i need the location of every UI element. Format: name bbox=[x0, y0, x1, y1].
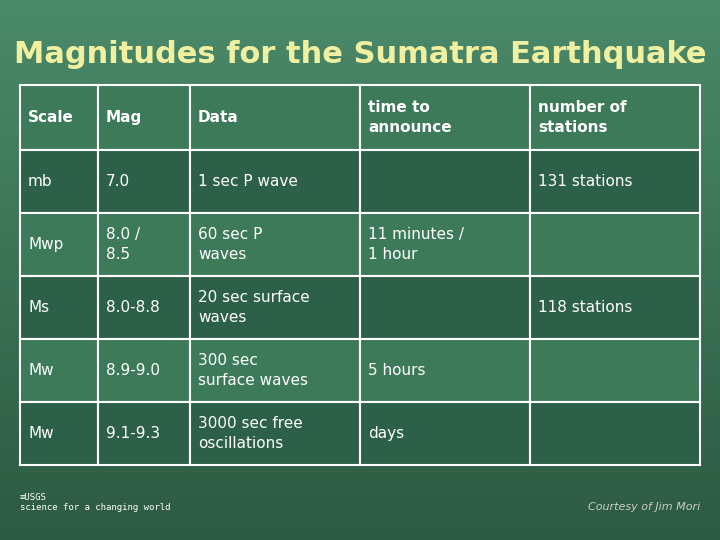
Text: 5 hours: 5 hours bbox=[368, 363, 426, 378]
Text: Data: Data bbox=[198, 110, 239, 125]
Text: mb: mb bbox=[28, 174, 53, 189]
Text: 9.1-9.3: 9.1-9.3 bbox=[106, 426, 160, 441]
Text: Mw: Mw bbox=[28, 426, 53, 441]
Bar bbox=[20, 276, 98, 339]
Text: Mwp: Mwp bbox=[28, 237, 63, 252]
Text: 7.0: 7.0 bbox=[106, 174, 130, 189]
Bar bbox=[98, 339, 190, 402]
Bar bbox=[98, 213, 190, 276]
Text: 11 minutes /
1 hour: 11 minutes / 1 hour bbox=[368, 227, 464, 262]
Bar bbox=[98, 85, 190, 150]
Text: Magnitudes for the Sumatra Earthquake: Magnitudes for the Sumatra Earthquake bbox=[14, 40, 706, 69]
Text: time to
announce: time to announce bbox=[368, 100, 451, 135]
Bar bbox=[98, 402, 190, 465]
Bar bbox=[190, 150, 360, 213]
Bar bbox=[190, 213, 360, 276]
Bar bbox=[20, 213, 98, 276]
Bar bbox=[360, 339, 530, 402]
Bar bbox=[530, 85, 700, 150]
Text: 20 sec surface
waves: 20 sec surface waves bbox=[198, 290, 310, 325]
Bar bbox=[20, 402, 98, 465]
Bar bbox=[190, 85, 360, 150]
Bar bbox=[190, 276, 360, 339]
Bar bbox=[190, 339, 360, 402]
Bar bbox=[530, 339, 700, 402]
Bar bbox=[530, 150, 700, 213]
Text: Scale: Scale bbox=[28, 110, 74, 125]
Text: Ms: Ms bbox=[28, 300, 49, 315]
Text: ≡USGS
science for a changing world: ≡USGS science for a changing world bbox=[20, 492, 171, 512]
Bar bbox=[360, 402, 530, 465]
Text: number of
stations: number of stations bbox=[538, 100, 626, 135]
Bar bbox=[360, 85, 530, 150]
Bar bbox=[360, 213, 530, 276]
Bar bbox=[530, 276, 700, 339]
Bar bbox=[20, 339, 98, 402]
Bar bbox=[20, 85, 98, 150]
Bar bbox=[20, 150, 98, 213]
Bar bbox=[530, 213, 700, 276]
Bar bbox=[190, 402, 360, 465]
Text: 60 sec P
waves: 60 sec P waves bbox=[198, 227, 262, 262]
Text: 300 sec
surface waves: 300 sec surface waves bbox=[198, 353, 308, 388]
Text: 8.0 /
8.5: 8.0 / 8.5 bbox=[106, 227, 140, 262]
Text: 118 stations: 118 stations bbox=[538, 300, 632, 315]
Text: 8.0-8.8: 8.0-8.8 bbox=[106, 300, 160, 315]
Bar bbox=[360, 276, 530, 339]
Bar bbox=[98, 276, 190, 339]
Bar bbox=[98, 150, 190, 213]
Bar bbox=[530, 402, 700, 465]
Text: Mw: Mw bbox=[28, 363, 53, 378]
Text: 3000 sec free
oscillations: 3000 sec free oscillations bbox=[198, 416, 302, 451]
Text: days: days bbox=[368, 426, 404, 441]
Text: 1 sec P wave: 1 sec P wave bbox=[198, 174, 298, 189]
Text: Mag: Mag bbox=[106, 110, 142, 125]
Text: 8.9-9.0: 8.9-9.0 bbox=[106, 363, 160, 378]
Bar bbox=[360, 150, 530, 213]
Text: 131 stations: 131 stations bbox=[538, 174, 632, 189]
Text: Courtesy of Jim Mori: Courtesy of Jim Mori bbox=[588, 502, 700, 512]
